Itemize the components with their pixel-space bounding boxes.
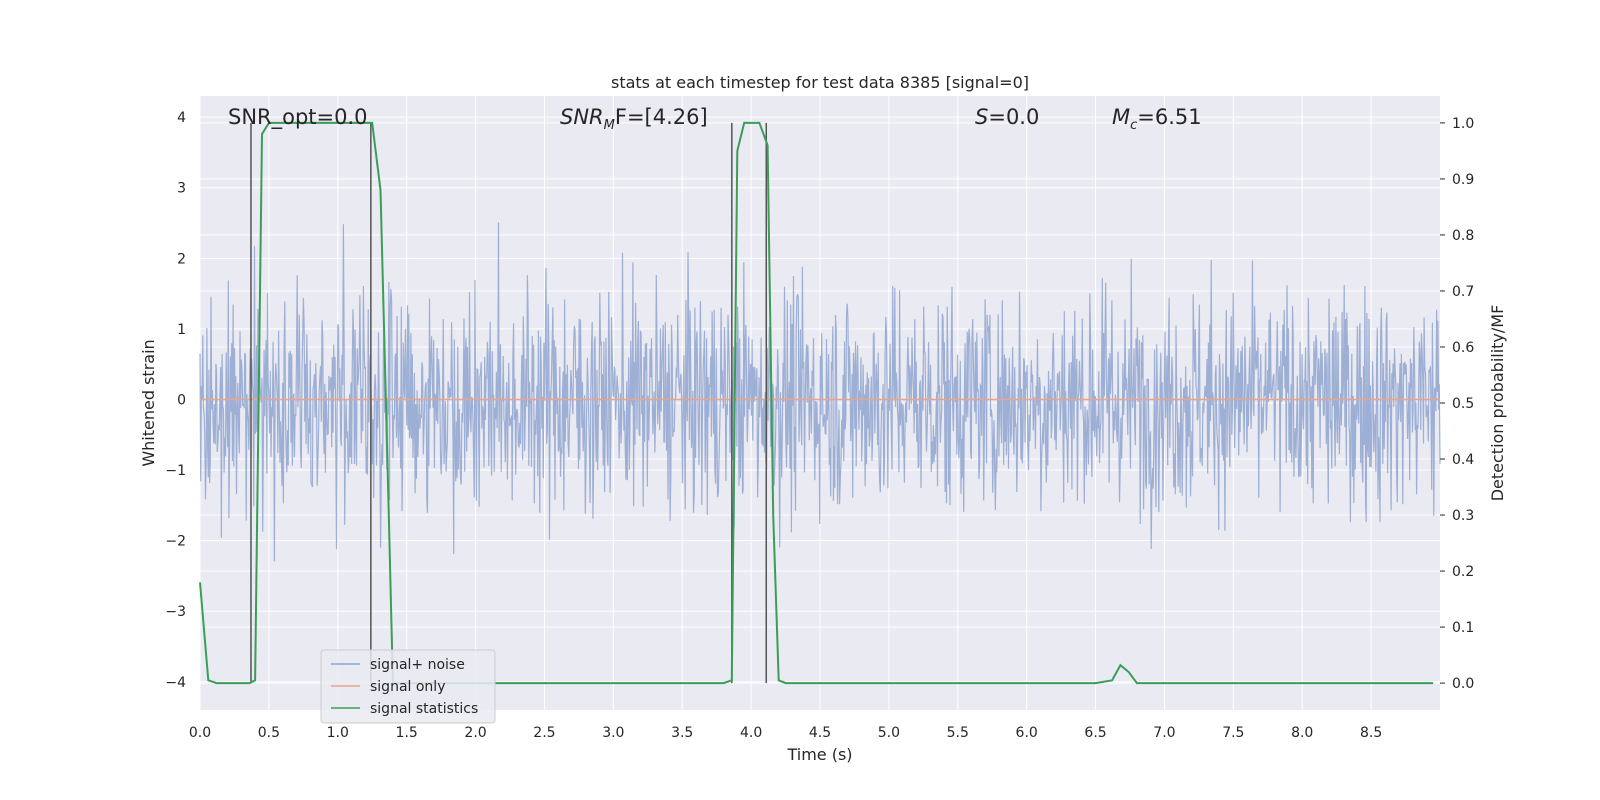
x-tick-label: 4.0 [740, 725, 762, 741]
x-tick-label: 5.0 [878, 725, 900, 741]
y-tick-label: 1 [177, 322, 186, 338]
y2-tick-label: 0.7 [1452, 284, 1474, 300]
x-tick-label: 6.0 [1016, 725, 1038, 741]
x-tick-label: 7.5 [1222, 725, 1244, 741]
y-tick-label: −3 [165, 604, 186, 620]
x-tick-label: 1.0 [327, 725, 349, 741]
statistics-line [199, 121, 1434, 685]
legend: signal+ noise signal only signal statist… [320, 649, 496, 724]
y2-tick-labels: 1.0 0.9 0.8 0.7 0.6 0.5 0.4 0.3 0.2 0.1 0.0 [1440, 116, 1474, 692]
x-tick-label: 6.5 [1084, 725, 1106, 741]
x-axis-label: Time (s) [786, 745, 852, 764]
y2-tick-label: 0.5 [1452, 396, 1474, 412]
y-tick-label: −4 [165, 675, 186, 691]
annotation-s: S=0.0 [975, 105, 1039, 129]
x-tick-label: 8.5 [1360, 725, 1382, 741]
annotation-mc: Mc=6.51 [1112, 105, 1202, 133]
x-tick-label: 0.0 [189, 725, 211, 741]
x-tick-label: 2.5 [533, 725, 555, 741]
y-tick-label: 3 [177, 181, 186, 197]
legend-box [320, 649, 496, 724]
y-tick-labels: 4 3 2 1 0 −1 −2 −3 −4 [165, 110, 186, 691]
x-tick-label: 0.5 [258, 725, 280, 741]
legend-label-statistics: signal statistics [370, 701, 478, 717]
y2-tick-label: 0.1 [1452, 620, 1474, 636]
y2-tick-label: 0.2 [1452, 564, 1474, 580]
y-tick-label: 4 [177, 110, 186, 126]
x-tick-label: 1.5 [396, 725, 418, 741]
y2-tick-label: 1.0 [1452, 116, 1474, 132]
y-tick-label: 0 [177, 392, 186, 408]
y2-axis-label: Detection probability/MF [1488, 305, 1507, 502]
x-tick-label: 2.0 [464, 725, 486, 741]
signal-statistics-series [199, 121, 1434, 685]
x-tick-label: 3.0 [602, 725, 624, 741]
annotation-snr-opt: SNR_opt=0.0 [228, 105, 368, 130]
x-tick-label: 7.0 [1153, 725, 1175, 741]
chart-title: stats at each timestep for test data 838… [611, 73, 1029, 92]
y2-tick-label: 0.3 [1452, 508, 1474, 524]
y-tick-label: −1 [165, 463, 186, 479]
x-tick-label: 5.5 [947, 725, 969, 741]
y-tick-label: 2 [177, 251, 186, 267]
y2-tick-label: 0.0 [1452, 676, 1474, 692]
x-tick-labels: 0.0 0.5 1.0 1.5 2.0 2.5 3.0 3.5 4.0 4.5 5.0 5.5 6.0 6… [189, 725, 1382, 741]
legend-label-noise: signal+ noise [370, 657, 465, 673]
y-tick-label: −2 [165, 534, 186, 550]
x-tick-label: 3.5 [671, 725, 693, 741]
noise-series [199, 222, 1441, 562]
y2-tick-label: 0.6 [1452, 340, 1474, 356]
y2-tick-label: 0.8 [1452, 228, 1474, 244]
noise-trace [199, 222, 1441, 562]
y-axis-label: Whitened strain [139, 339, 158, 466]
y2-tick-label: 0.4 [1452, 452, 1474, 468]
annotation-snr-mf: SNRMF=[4.26] [560, 105, 708, 133]
x-tick-label: 4.5 [809, 725, 831, 741]
legend-label-signal: signal only [370, 679, 445, 695]
y2-tick-label: 0.9 [1452, 172, 1474, 188]
x-tick-label: 8.0 [1291, 725, 1313, 741]
